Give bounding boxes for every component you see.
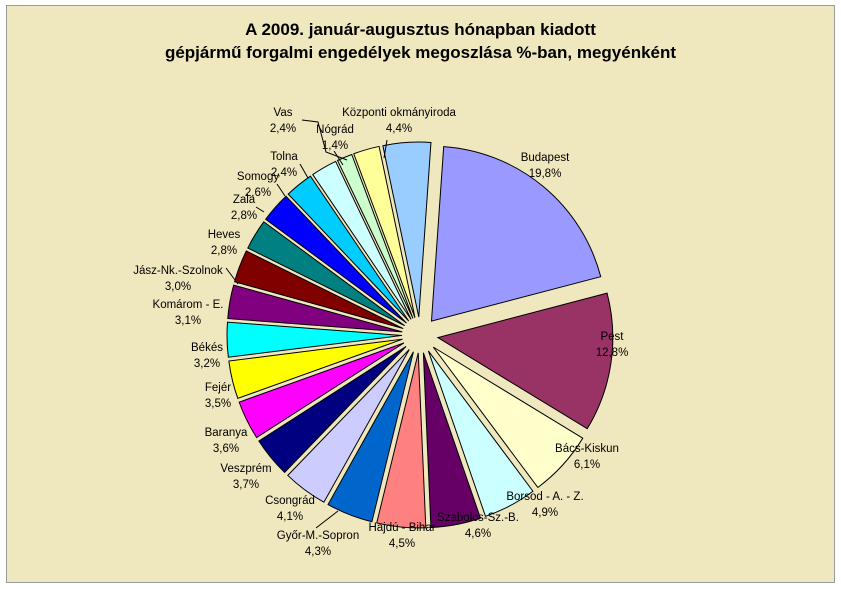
slice-label: Pest 12,8%: [596, 331, 629, 359]
pie-slice: [238, 342, 405, 439]
pie-slice: [436, 292, 614, 430]
slice-label-name: Szabolcs-Sz.-B.: [437, 512, 519, 524]
slice-label-value: 2,6%: [245, 187, 271, 199]
slice-label-value: 2,8%: [231, 210, 257, 222]
slice-label: Budapest 19,8%: [521, 152, 570, 180]
label-leader-line: [276, 183, 286, 197]
slice-label-name: Békés: [191, 342, 223, 354]
slice-label-name: Baranya: [205, 427, 248, 439]
slice-label-name: Bács-Kiskun: [555, 443, 619, 455]
pie-slice: [287, 349, 410, 503]
chart-title: A 2009. január-augusztus hónapban kiadot…: [0, 18, 841, 64]
slice-label: Csongrád 4,1%: [265, 495, 315, 523]
slice-label-value: 1,4%: [322, 140, 348, 152]
slice-label-name: Tolna: [270, 151, 298, 163]
slice-label-name: Borsod - A. - Z.: [506, 491, 583, 503]
pie-slice: [353, 145, 416, 318]
slice-label: Baranya 3,6%: [205, 427, 248, 455]
slice-label-value: 19,8%: [529, 168, 562, 180]
chart-title-line-1: A 2009. január-augusztus hónapban kiadot…: [245, 20, 596, 39]
pie-slice: [427, 350, 534, 517]
slice-label-name: Csongrád: [265, 495, 315, 507]
slice-label: Borsod - A. - Z. 4,9%: [506, 491, 583, 519]
pie-slice: [227, 284, 403, 333]
slice-label: Vas 2,4%: [270, 107, 296, 135]
pie-slice: [422, 352, 482, 529]
slice-label-name: Heves: [208, 229, 241, 241]
label-leader-line: [333, 150, 344, 166]
slice-label-name: Komárom - E.: [153, 299, 224, 311]
slice-label-value: 3,2%: [194, 358, 220, 370]
slice-label-value: 4,6%: [465, 528, 491, 540]
slice-label-name: Zala: [233, 194, 256, 206]
slice-label: Hajdú - Bihar 4,5%: [368, 522, 435, 550]
pie-slice: [287, 175, 410, 322]
slice-label-name: Vas: [274, 107, 293, 119]
slice-label-value: 2,8%: [211, 245, 237, 257]
pie-slice: [247, 221, 405, 327]
pie-slice: [258, 345, 407, 474]
slice-label-value: 4,9%: [532, 507, 558, 519]
slice-label-name: Jász-Nk.-Szolnok: [133, 265, 223, 277]
label-leader-line: [255, 206, 265, 213]
slice-label-value: 2,4%: [271, 167, 297, 179]
slice-label-value: 3,0%: [165, 281, 191, 293]
pie-slice: [327, 351, 414, 523]
slice-label-name: Somogy: [237, 171, 279, 183]
slice-label-name: Pest: [600, 331, 624, 343]
chart-title-line-2: gépjármű forgalmi engedélyek megoszlása …: [164, 43, 677, 62]
pie-slice: [430, 146, 602, 322]
slice-label-name: Veszprém: [220, 463, 271, 475]
slice-label-name: Budapest: [521, 152, 570, 164]
pie-slice: [432, 346, 584, 489]
slice-label: Veszprém 3,7%: [220, 463, 271, 491]
slice-label-value: 3,1%: [175, 315, 201, 327]
label-leader-line: [383, 139, 388, 159]
slice-label: Nógrád 1,4%: [316, 124, 354, 152]
label-leader-line: [315, 510, 339, 529]
slice-label-value: 4,1%: [277, 511, 303, 523]
slice-label-value: 4,5%: [389, 538, 415, 550]
slice-label: Bács-Kiskun 6,1%: [555, 443, 619, 471]
slice-label-name: Hajdú - Bihar: [368, 522, 435, 534]
label-leader-line: [225, 267, 239, 285]
pie-slice: [312, 160, 412, 320]
slice-label: Fejér 3,5%: [205, 382, 231, 410]
slice-label: Békés 3,2%: [191, 342, 223, 370]
slice-label: Komárom - E. 3,1%: [153, 299, 224, 327]
pie-slice: [382, 141, 432, 318]
label-leader-line: [299, 163, 309, 179]
slice-label: Heves 2,8%: [208, 229, 241, 257]
label-leader-line: [301, 119, 348, 161]
slice-label-value: 3,5%: [205, 398, 231, 410]
slice-label: Tolna 2,4%: [270, 151, 298, 179]
slice-label-value: 3,6%: [213, 443, 239, 455]
slice-label-value: 2,4%: [270, 123, 296, 135]
slice-label-value: 4,3%: [305, 546, 331, 558]
pie-slice: [376, 352, 427, 529]
pie-slice: [264, 195, 407, 324]
slice-label: Szabolcs-Sz.-B. 4,6%: [437, 512, 519, 540]
slice-label-name: Nógrád: [316, 124, 354, 136]
slice-label-value: 4,4%: [386, 123, 412, 135]
slice-label-value: 12,8%: [596, 347, 629, 359]
slice-label-name: Központi okmányiroda: [342, 107, 456, 119]
slice-label: Győr-M.-Sopron 4,3%: [277, 530, 359, 558]
slice-label-name: Győr-M.-Sopron: [277, 530, 359, 542]
slice-label-value: 3,7%: [233, 479, 259, 491]
pie-slice: [228, 338, 403, 399]
slice-label-name: Fejér: [205, 382, 231, 394]
slice-label-value: 6,1%: [574, 459, 600, 471]
slice-label: Jász-Nk.-Szolnok 3,0%: [133, 265, 223, 293]
slice-label: Somogy 2,6%: [237, 171, 279, 199]
slice-label: Zala 2,8%: [231, 194, 257, 222]
slice-label: Központi okmányiroda 4,4%: [342, 107, 456, 135]
pie-slice: [336, 153, 414, 319]
pie-slice: [226, 321, 403, 358]
pie-slice: [233, 250, 404, 330]
